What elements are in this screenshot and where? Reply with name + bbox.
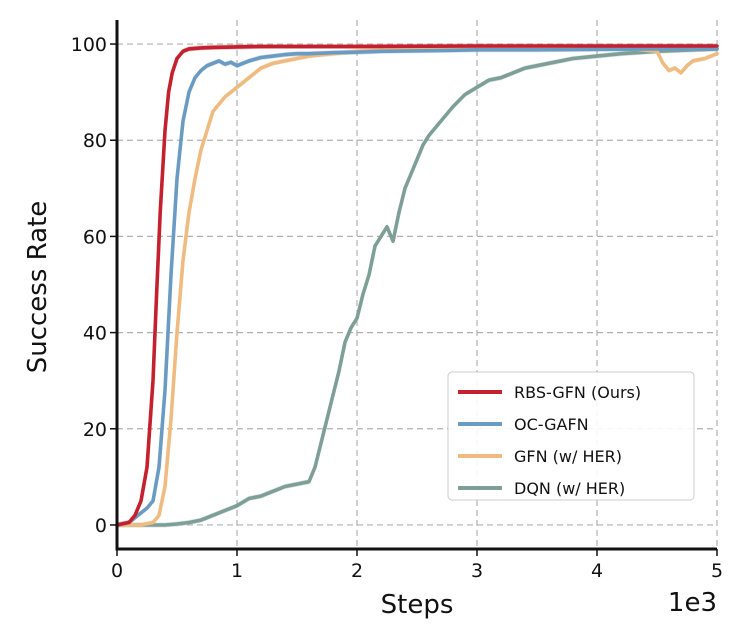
legend: RBS-GFN (Ours) OC-GAFN GFN (w/ HER) DQN (w/… — [447, 371, 695, 501]
series-lines — [115, 44, 719, 527]
y-tick-label: 60 — [83, 226, 107, 248]
x-axis-label: Steps — [381, 590, 454, 620]
x-tick-label: 5 — [711, 560, 723, 582]
x-tick-label: 2 — [351, 560, 363, 582]
y-tick-label: 100 — [71, 34, 107, 56]
legend-label-3: GFN (w/ HER) — [514, 447, 622, 466]
series-line-3 — [115, 46, 719, 527]
x-tick-label: 0 — [111, 560, 123, 582]
x-tick-label: 1 — [231, 560, 243, 582]
legend-frame — [447, 371, 695, 501]
legend-label-2: OC-GAFN — [514, 415, 589, 434]
series-line-1 — [115, 44, 719, 527]
x-tick-label: 3 — [471, 560, 483, 582]
axes — [115, 20, 717, 551]
series-line-2 — [115, 47, 719, 527]
x-offset-label: 1e3 — [668, 588, 717, 618]
y-tick-label: 40 — [83, 323, 107, 345]
ticks: 0 1 2 3 4 5 0 20 40 60 80 100 — [71, 34, 723, 582]
y-tick-label: 80 — [83, 130, 107, 152]
legend-label-1: RBS-GFN (Ours) — [514, 383, 641, 402]
y-tick-label: 0 — [95, 515, 107, 537]
y-tick-label: 20 — [83, 419, 107, 441]
x-tick-label: 4 — [591, 560, 603, 582]
series-line-4 — [115, 47, 719, 527]
y-axis-label: Success Rate — [23, 201, 53, 374]
legend-label-4: DQN (w/ HER) — [514, 479, 625, 498]
